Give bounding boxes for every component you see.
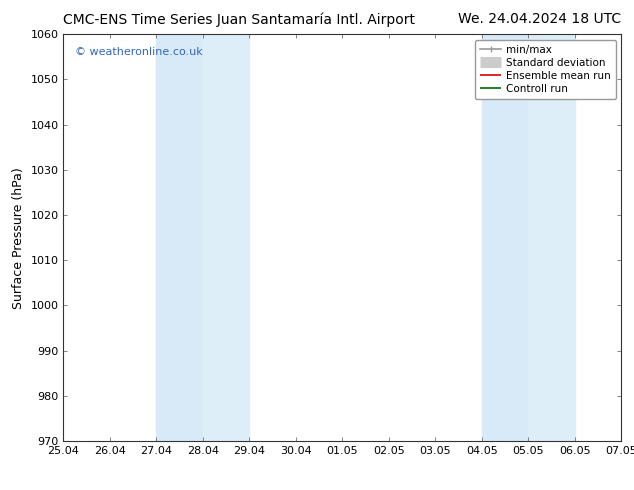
Bar	[157, 34, 203, 441]
Y-axis label: Surface Pressure (hPa): Surface Pressure (hPa)	[12, 167, 25, 309]
Text: CMC-ENS Time Series Juan Santamaría Intl. Airport: CMC-ENS Time Series Juan Santamaría Intl…	[63, 12, 415, 27]
Text: © weatheronline.co.uk: © weatheronline.co.uk	[75, 47, 202, 56]
Legend: min/max, Standard deviation, Ensemble mean run, Controll run: min/max, Standard deviation, Ensemble me…	[475, 40, 616, 99]
Bar	[203, 34, 249, 441]
Text: We. 24.04.2024 18 UTC: We. 24.04.2024 18 UTC	[458, 12, 621, 26]
Bar	[528, 34, 575, 441]
Bar	[482, 34, 528, 441]
